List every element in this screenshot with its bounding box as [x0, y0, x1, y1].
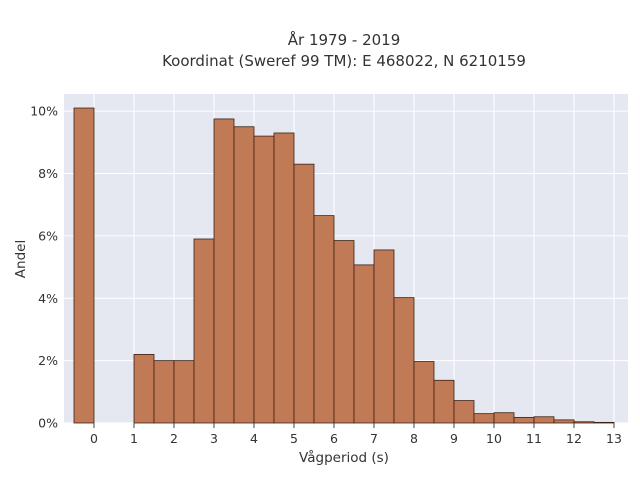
x-tick-label: 12: [566, 431, 582, 446]
x-tick-label: 4: [250, 431, 258, 446]
x-tick-label: 10: [486, 431, 502, 446]
x-axis-ticks: 0 1 2 3 4 5 6 7 8 9 10 11 12 13: [90, 423, 622, 446]
histogram-bar: [213, 118, 235, 424]
histogram-bar: [413, 361, 435, 424]
y-axis-label: Andel: [13, 240, 29, 278]
histogram-bar: [453, 400, 475, 424]
y-tick-label: 8%: [38, 166, 58, 181]
histogram-bar: [553, 419, 575, 424]
histogram-bar: [533, 416, 555, 424]
histogram-bar: [393, 297, 415, 424]
histogram-bar: [313, 215, 335, 424]
x-tick-label: 3: [210, 431, 218, 446]
x-tick-label: 7: [370, 431, 378, 446]
x-tick-label: 0: [90, 431, 98, 446]
histogram-bar: [133, 353, 155, 424]
histogram-bar: [433, 379, 455, 424]
histogram-bar: [573, 421, 595, 424]
histogram-bar: [233, 126, 255, 424]
histogram-bar: [333, 240, 355, 424]
x-tick-label: 1: [130, 431, 138, 446]
x-tick-label: 13: [606, 431, 622, 446]
histogram-bar: [493, 412, 515, 424]
x-tick-label: 6: [330, 431, 338, 446]
histogram-bar: [273, 132, 295, 424]
histogram-bar: [473, 413, 495, 424]
bars: [73, 107, 615, 424]
histogram-bar: [193, 238, 215, 424]
x-axis-label: Vågperiod (s): [299, 449, 389, 466]
histogram-bar: [73, 107, 95, 424]
x-tick-label: 11: [526, 431, 542, 446]
histogram-bar: [593, 421, 615, 424]
y-axis-ticks: 0% 2% 4% 6% 8% 10%: [30, 104, 58, 431]
x-tick-label: 8: [410, 431, 418, 446]
histogram-bar: [293, 163, 315, 424]
y-tick-label: 2%: [38, 353, 58, 368]
x-tick-label: 2: [170, 431, 178, 446]
histogram-bar: [353, 264, 375, 424]
y-tick-label: 10%: [30, 104, 58, 119]
histogram-bar: [253, 135, 275, 424]
y-tick-label: 0%: [38, 416, 58, 431]
y-tick-label: 6%: [38, 228, 58, 243]
histogram-bar: [153, 360, 175, 424]
histogram-bar: [173, 360, 195, 424]
x-tick-label: 9: [450, 431, 458, 446]
x-tick-label: 5: [290, 431, 298, 446]
histogram-bar: [373, 249, 395, 424]
chart-subtitle: Koordinat (Sweref 99 TM): E 468022, N 62…: [162, 52, 526, 70]
chart-title: År 1979 - 2019: [288, 30, 401, 49]
y-tick-label: 4%: [38, 291, 58, 306]
histogram-bar: [513, 416, 535, 424]
